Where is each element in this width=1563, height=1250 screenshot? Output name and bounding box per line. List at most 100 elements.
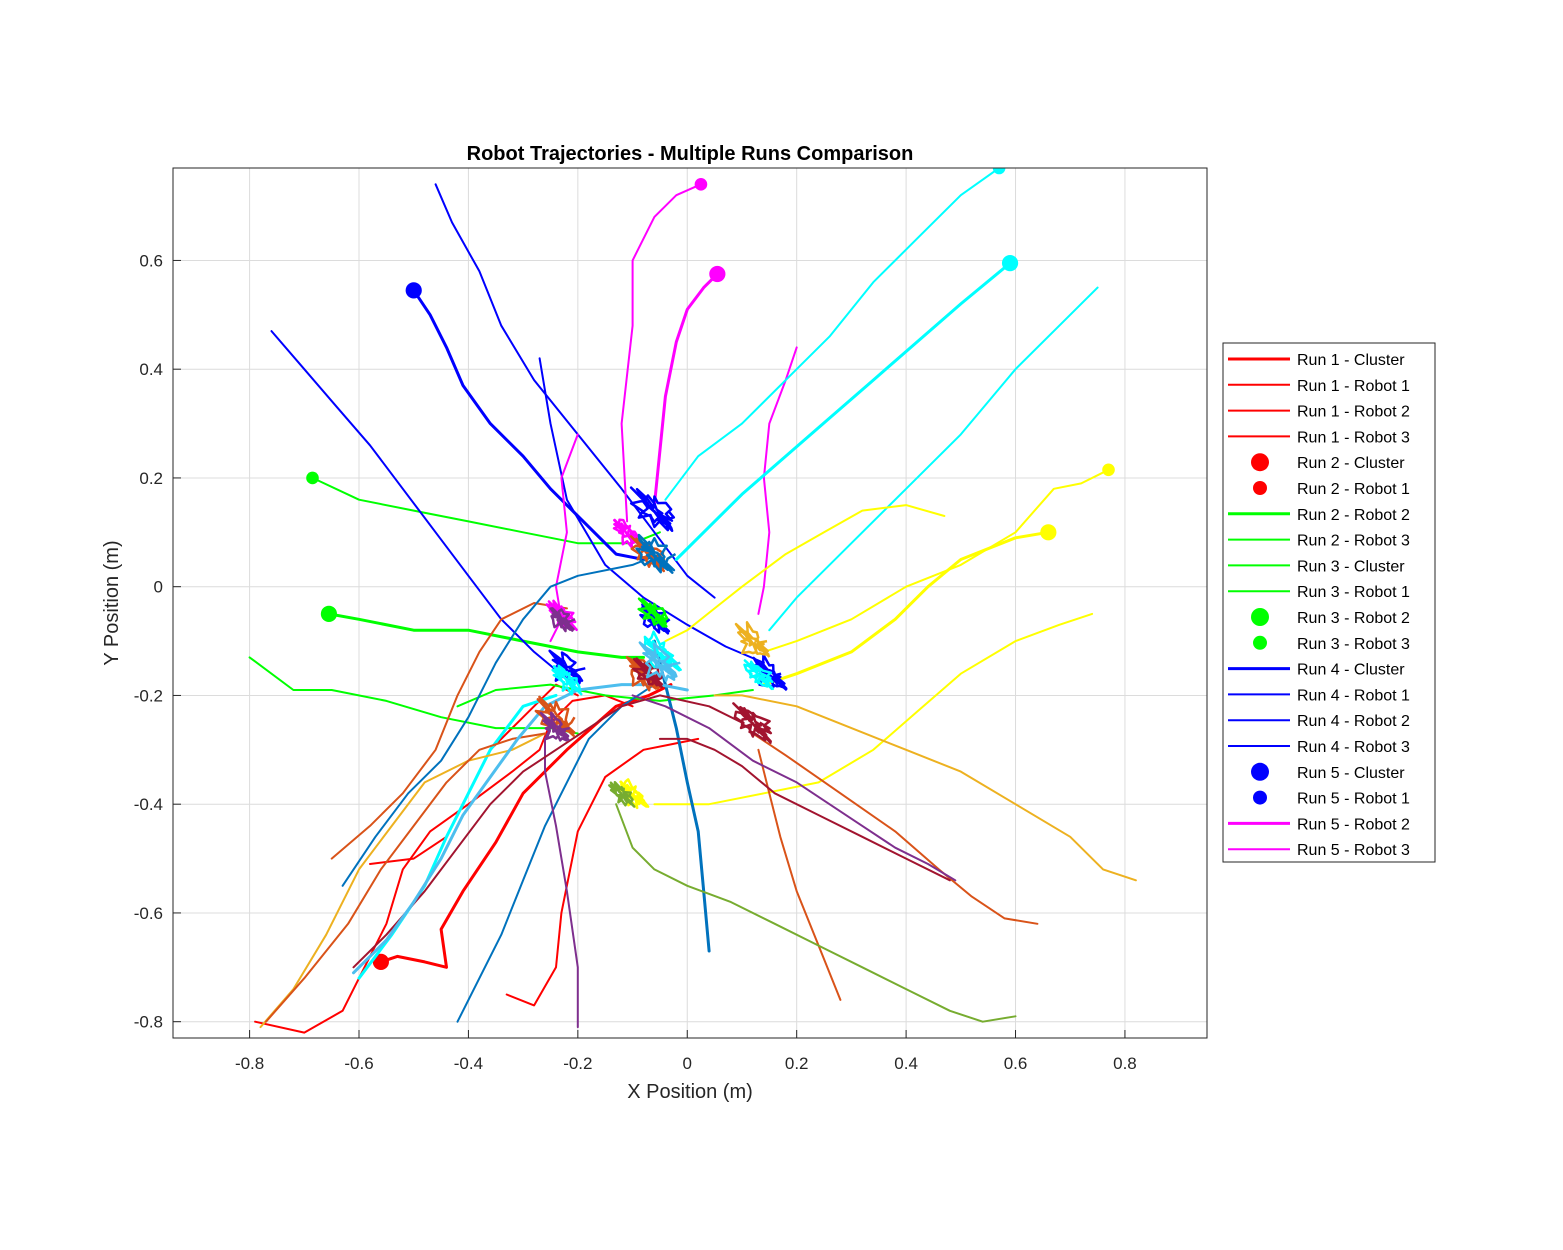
legend-label: Run 2 - Robot 3 xyxy=(1297,533,1410,550)
start-marker xyxy=(694,178,708,191)
legend-label: Run 1 - Robot 3 xyxy=(1297,429,1410,446)
start-marker xyxy=(306,471,319,485)
cluster-loop xyxy=(612,518,644,549)
legend-swatch-marker xyxy=(1253,790,1267,805)
cluster-loop xyxy=(743,659,775,691)
trajectory-line xyxy=(456,683,656,1023)
trajectory-line xyxy=(248,656,579,735)
legend-label: Run 1 - Cluster xyxy=(1297,352,1405,369)
cluster-loop xyxy=(549,607,576,633)
x-tick-label: -0.8 xyxy=(235,1054,264,1073)
legend-label: Run 5 - Robot 2 xyxy=(1297,816,1410,833)
trajectory-line xyxy=(751,732,1039,925)
start-marker xyxy=(320,605,338,622)
cluster-loop xyxy=(629,486,676,533)
trajectory-line xyxy=(265,732,546,1023)
trajectory-line xyxy=(768,286,1099,632)
legend-swatch-marker xyxy=(1253,635,1267,650)
start-marker xyxy=(992,168,1006,175)
x-tick-label: 0.6 xyxy=(1004,1054,1028,1073)
legend-label: Run 2 - Robot 1 xyxy=(1297,481,1410,498)
legend-label: Run 3 - Robot 1 xyxy=(1297,584,1410,601)
cluster-loop xyxy=(625,655,663,692)
y-tick-label: -0.8 xyxy=(134,1013,163,1032)
trajectory-line xyxy=(352,683,689,975)
y-tick-label: -0.4 xyxy=(134,795,163,814)
cluster-loop xyxy=(551,664,583,696)
legend-swatch-marker xyxy=(1251,608,1269,626)
trajectory-line xyxy=(658,737,951,882)
trajectory-line xyxy=(254,694,634,1034)
cluster-loop xyxy=(632,657,663,689)
legend: Run 1 - Cluster Run 1 - Robot 1 Run 1 - Ro… xyxy=(1222,342,1436,863)
x-tick-label: -0.6 xyxy=(344,1054,373,1073)
trajectory-line xyxy=(352,694,743,969)
start-marker xyxy=(1001,255,1019,272)
y-tick-label: 0.4 xyxy=(139,360,163,379)
cluster-loop xyxy=(734,621,771,658)
trajectory-line xyxy=(762,468,1110,653)
cluster-loop xyxy=(629,535,666,573)
start-marker xyxy=(709,265,726,283)
cluster-loop xyxy=(539,711,571,742)
trajectory-line xyxy=(330,602,568,860)
cluster-loop xyxy=(608,780,636,808)
legend-label: Run 4 - Robot 1 xyxy=(1297,687,1410,704)
x-tick-label: -0.2 xyxy=(563,1054,592,1073)
y-tick-label: 0.6 xyxy=(139,251,163,270)
trajectory-line xyxy=(259,732,546,1029)
legend-label: Run 3 - Cluster xyxy=(1297,558,1405,575)
legend-label: Run 5 - Cluster xyxy=(1297,765,1405,782)
axis-ticks: -0.8 -0.6 -0.4 -0.2 0 0.2 0.4 0.6 0.8 -0.8 -0.6 -0.… xyxy=(134,251,1137,1073)
grid xyxy=(173,168,1207,1038)
cluster-loop xyxy=(638,641,681,682)
cluster-loop xyxy=(548,649,586,686)
trajectory-line xyxy=(615,803,1017,1023)
trajectory-line xyxy=(434,183,716,599)
trajectory-line xyxy=(544,716,579,1029)
legend-label: Run 5 - Robot 3 xyxy=(1297,842,1410,859)
trajectory-line xyxy=(652,272,719,507)
plot-area-border xyxy=(172,167,1208,1039)
trajectory-line xyxy=(412,288,645,561)
legend-label: Run 4 - Robot 3 xyxy=(1297,739,1410,756)
legend-label: Run 4 - Robot 2 xyxy=(1297,713,1410,730)
trajectory-line xyxy=(713,694,1137,882)
trajectory-line xyxy=(762,530,1050,687)
legend-label: Run 1 - Robot 1 xyxy=(1297,378,1410,395)
legend-label: Run 3 - Robot 3 xyxy=(1297,636,1410,653)
legend-label: Run 1 - Robot 2 xyxy=(1297,404,1410,421)
x-tick-label: -0.4 xyxy=(454,1054,483,1073)
cluster-loop xyxy=(637,597,669,628)
legend-label: Run 5 - Robot 1 xyxy=(1297,791,1410,808)
trajectory-line xyxy=(538,357,765,664)
start-marker xyxy=(405,282,422,299)
x-tick-label: 0 xyxy=(683,1054,692,1073)
cluster-loop xyxy=(643,630,682,672)
trajectory-line xyxy=(270,330,568,681)
trajectory-line xyxy=(341,553,661,887)
cluster-loop xyxy=(732,702,773,744)
x-axis-label: X Position (m) xyxy=(627,1081,753,1103)
legend-label: Run 2 - Robot 2 xyxy=(1297,507,1410,524)
trajectory-line xyxy=(664,504,946,643)
legend-swatch-marker xyxy=(1251,453,1269,472)
trajectory-line xyxy=(653,612,1094,806)
trajectory-line xyxy=(631,694,957,882)
legend-label: Run 4 - Cluster xyxy=(1297,662,1405,679)
x-tick-label: 0.4 xyxy=(894,1054,918,1073)
legend-label: Run 3 - Robot 2 xyxy=(1297,610,1410,627)
y-axis-label: Y Position (m) xyxy=(101,540,123,665)
y-tick-label: -0.2 xyxy=(134,686,163,705)
y-tick-label: -0.6 xyxy=(134,904,163,923)
x-tick-label: 0.2 xyxy=(785,1054,809,1073)
y-tick-label: 0 xyxy=(154,578,163,597)
legend-swatch-marker xyxy=(1251,762,1269,781)
trajectory-line xyxy=(379,683,673,969)
x-tick-label: 0.8 xyxy=(1113,1054,1137,1073)
cluster-loop xyxy=(534,695,576,737)
trajectory-line xyxy=(620,183,702,523)
start-marker xyxy=(1040,524,1057,541)
trajectory-lines xyxy=(248,168,1137,1034)
